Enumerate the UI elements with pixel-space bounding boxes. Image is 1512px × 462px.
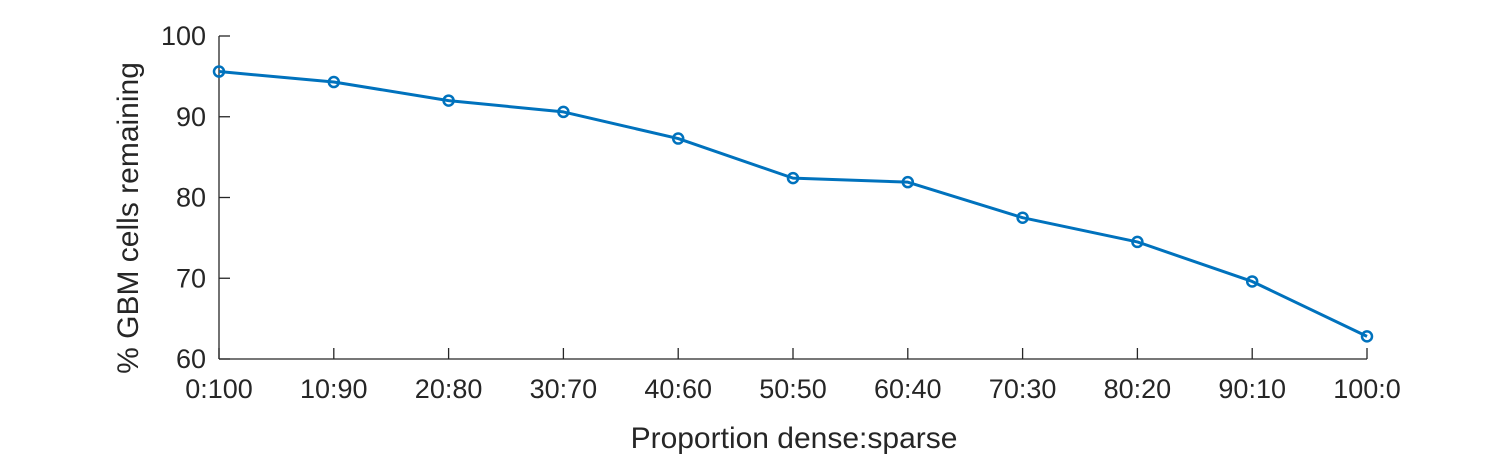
x-tick-label: 70:30 xyxy=(989,374,1057,404)
x-tick-label: 10:90 xyxy=(300,374,368,404)
x-tick-label: 60:40 xyxy=(874,374,942,404)
data-point xyxy=(1360,330,1374,343)
data-point xyxy=(1245,275,1259,288)
y-tick-label: 100 xyxy=(161,21,206,51)
data-point xyxy=(901,175,915,189)
data-point xyxy=(557,105,570,119)
x-axis-label: Proportion dense:sparse xyxy=(631,422,958,455)
series xyxy=(212,65,1374,343)
x-tick-label: 40:60 xyxy=(644,374,712,404)
x-tick-label: 100:0 xyxy=(1333,374,1401,404)
data-point xyxy=(442,94,455,107)
axes xyxy=(218,36,1367,360)
y-ticks: 60 70 80 90 100 xyxy=(161,21,230,374)
data-point xyxy=(671,132,685,145)
data-point xyxy=(1131,235,1144,249)
y-tick-label: 90 xyxy=(176,102,206,132)
y-tick-label: 70 xyxy=(176,263,206,293)
x-tick-label: 20:80 xyxy=(415,374,483,404)
x-tick-label: 0:100 xyxy=(185,374,253,404)
series-line xyxy=(218,70,1368,338)
data-point xyxy=(327,75,341,89)
y-axis-label: % GBM cells remaining xyxy=(112,62,145,374)
y-tick-label: 80 xyxy=(176,183,206,213)
data-point xyxy=(1016,211,1029,224)
x-tick-label: 80:20 xyxy=(1104,374,1172,404)
data-point xyxy=(786,171,800,185)
x-ticks: 0:100 10:90 20:80 30:70 40:60 50:50 60:40 70:30… xyxy=(185,348,1401,404)
x-tick-label: 90:10 xyxy=(1218,374,1286,404)
data-point xyxy=(212,65,226,78)
x-tick-label: 30:70 xyxy=(530,374,598,404)
x-tick-label: 50:50 xyxy=(759,374,827,404)
y-tick-label: 60 xyxy=(176,344,206,374)
